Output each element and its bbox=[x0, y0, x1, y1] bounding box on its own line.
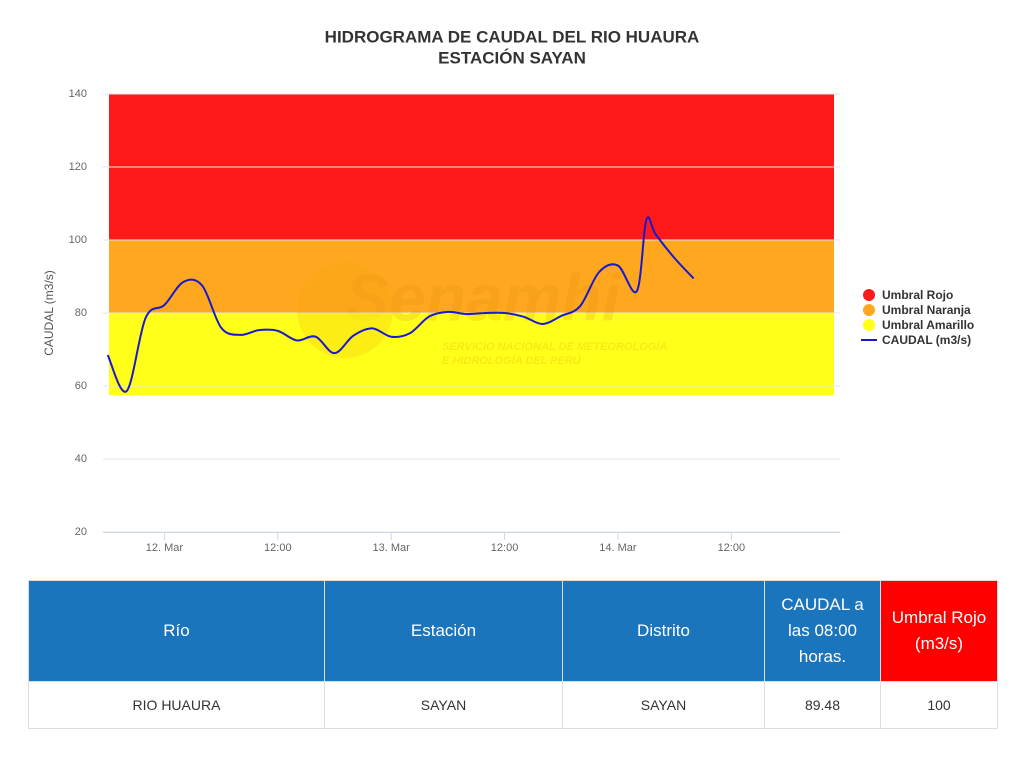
data-line bbox=[106, 216, 695, 393]
legend-label: Umbral Naranja bbox=[882, 303, 971, 317]
y-tick-label: 120 bbox=[69, 161, 87, 173]
x-tick-label: 12. Mar bbox=[146, 542, 184, 554]
table-header: Río Estación Distrito CAUDAL a las 08:00… bbox=[28, 580, 998, 682]
table-cell: RIO HUAURA bbox=[28, 681, 325, 729]
chart: HIDROGRAMA DE CAUDAL DEL RIO HUAURA ESTA… bbox=[42, 27, 974, 554]
legend-marker bbox=[863, 319, 875, 331]
grid: 20 40 60 80 100 120 140 12. Mar 12:00 13. Mar 12:0… bbox=[69, 88, 840, 554]
y-tick-label: 140 bbox=[69, 88, 87, 100]
watermark-brand: Senamhi bbox=[345, 260, 622, 334]
table-cell: 100 bbox=[880, 681, 998, 729]
legend-label: Umbral Amarillo bbox=[882, 318, 974, 332]
table-cell: SAYAN bbox=[324, 681, 563, 729]
legend-label: CAUDAL (m3/s) bbox=[882, 333, 971, 347]
watermark: Senamhi SERVICIO NACIONAL DE METEOROLOGÍ… bbox=[297, 260, 667, 367]
y-tick-label: 20 bbox=[75, 526, 87, 538]
y-axis-title: CAUDAL (m3/s) bbox=[42, 270, 56, 356]
watermark-logo bbox=[297, 262, 393, 358]
x-tick-label: 14. Mar bbox=[599, 542, 637, 554]
watermark-text: SERVICIO NACIONAL DE METEOROLOGÍA bbox=[442, 340, 667, 353]
x-tick-label: 12:00 bbox=[491, 542, 519, 554]
legend-label: Umbral Rojo bbox=[882, 288, 953, 302]
header-cell: Umbral Rojo (m3/s) bbox=[880, 580, 998, 682]
y-tick-label: 40 bbox=[75, 453, 87, 465]
legend-marker bbox=[863, 304, 875, 316]
chart-subtitle: ESTACIÓN SAYAN bbox=[438, 48, 586, 67]
info-table: Río Estación Distrito CAUDAL a las 08:00… bbox=[28, 580, 998, 729]
threshold-band bbox=[109, 240, 834, 313]
table-row: RIO HUAURA SAYAN SAYAN 89.48 100 bbox=[28, 681, 998, 729]
x-tick-label: 12:00 bbox=[718, 542, 746, 554]
x-tick-label: 12:00 bbox=[264, 542, 292, 554]
chart-title: HIDROGRAMA DE CAUDAL DEL RIO HUAURA bbox=[325, 27, 700, 46]
watermark-text: E HIDROLOGÍA DEL PERÚ bbox=[442, 354, 582, 367]
header-cell: CAUDAL a las 08:00 horas. bbox=[764, 580, 881, 682]
header-cell: Estación bbox=[324, 580, 563, 682]
y-tick-label: 80 bbox=[75, 307, 87, 319]
y-tick-label: 60 bbox=[75, 380, 87, 392]
plot bbox=[106, 216, 695, 393]
y-tick-label: 100 bbox=[69, 234, 87, 246]
table-cell: 89.48 bbox=[764, 681, 881, 729]
threshold-band bbox=[109, 313, 834, 396]
header-cell: Río bbox=[28, 580, 325, 682]
table-cell: SAYAN bbox=[562, 681, 765, 729]
header-cell: Distrito bbox=[562, 580, 765, 682]
x-tick-label: 13. Mar bbox=[373, 542, 411, 554]
legend-marker bbox=[863, 289, 875, 301]
